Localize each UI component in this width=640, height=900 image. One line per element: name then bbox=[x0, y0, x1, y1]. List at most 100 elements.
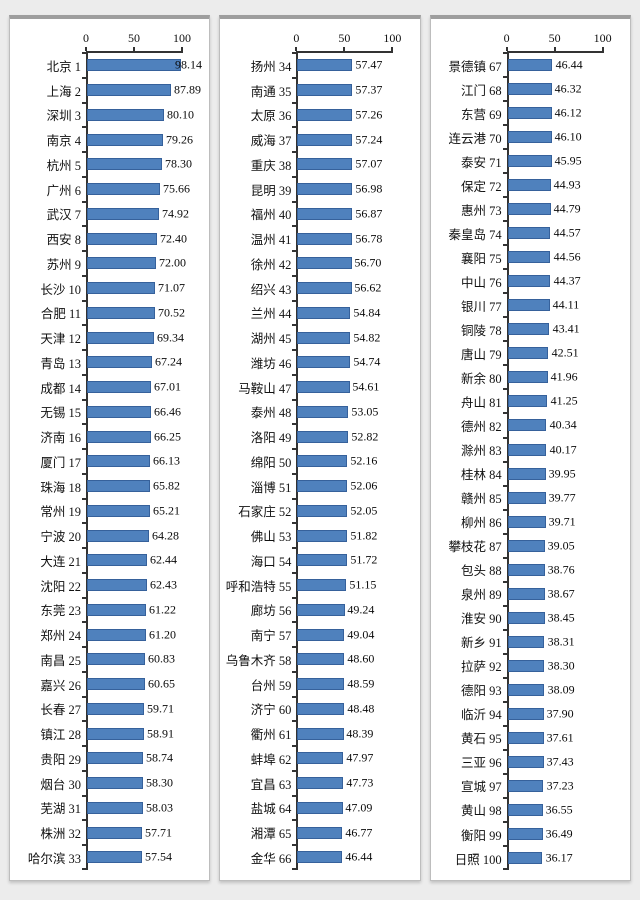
value-label: 56.87 bbox=[355, 206, 383, 221]
category-label-cell: 桂林 84 bbox=[438, 464, 507, 483]
bar-row: 大连 21 62.44 bbox=[17, 547, 202, 573]
bar-row: 日照 100 36.17 bbox=[438, 845, 623, 870]
bar-row: 三亚 96 37.43 bbox=[438, 748, 623, 774]
bar-row: 成都 14 67.01 bbox=[17, 373, 202, 400]
category-label: 泰州 48 bbox=[250, 406, 292, 421]
bar-row: 衡阳 99 36.49 bbox=[438, 820, 623, 846]
category-label: 滁州 83 bbox=[461, 444, 502, 459]
bar-row: 郑州 24 61.20 bbox=[17, 621, 202, 647]
value-label: 70.52 bbox=[158, 305, 185, 320]
category-label-cell: 太原 36 bbox=[227, 105, 296, 124]
value-label: 44.93 bbox=[553, 177, 581, 192]
axis-tick bbox=[391, 47, 394, 51]
category-label-cell: 福州 40 bbox=[227, 204, 296, 223]
category-label-cell: 廊坊 56 bbox=[227, 600, 296, 619]
bar-row: 武汉 7 74.92 bbox=[17, 200, 202, 227]
bar-plot: 46.77 bbox=[296, 820, 412, 845]
category-label: 佛山 53 bbox=[250, 530, 292, 545]
bar-row: 包头 88 38.76 bbox=[438, 556, 623, 582]
bar bbox=[297, 480, 348, 493]
bar-row: 温州 41 56.78 bbox=[227, 225, 412, 251]
bar bbox=[87, 306, 155, 319]
bar-row: 泉州 89 38.67 bbox=[438, 580, 623, 606]
category-label-cell: 湖州 45 bbox=[227, 328, 296, 347]
bar-row: 天津 12 69.34 bbox=[17, 324, 202, 350]
value-label: 80.10 bbox=[167, 107, 194, 122]
category-label-cell: 苏州 9 bbox=[17, 254, 86, 273]
category-label: 泰安 71 bbox=[461, 155, 502, 170]
category-label-cell: 拉萨 92 bbox=[438, 656, 507, 675]
bar bbox=[87, 356, 152, 369]
category-label: 三亚 96 bbox=[461, 756, 502, 771]
bar-plot: 46.10 bbox=[507, 125, 623, 149]
value-label: 65.82 bbox=[153, 478, 180, 493]
bar bbox=[507, 779, 544, 792]
value-label: 54.74 bbox=[353, 354, 381, 369]
category-label-cell: 成都 14 bbox=[17, 378, 86, 397]
bar-row: 合肥 11 70.52 bbox=[17, 299, 202, 326]
value-label: 61.20 bbox=[149, 627, 176, 642]
bar-row: 宁波 20 64.28 bbox=[17, 522, 202, 548]
value-label: 75.66 bbox=[163, 181, 190, 196]
bar-plot: 56.78 bbox=[296, 226, 412, 251]
bar-plot: 74.92 bbox=[86, 202, 202, 227]
bar-row: 唐山 79 42.51 bbox=[438, 340, 623, 365]
category-label-cell: 青岛 13 bbox=[17, 353, 86, 372]
bar-row: 重庆 38 57.07 bbox=[227, 151, 412, 177]
bar-row: 宣城 97 37.23 bbox=[438, 772, 623, 798]
category-label: 青岛 13 bbox=[40, 356, 81, 371]
bar-plot: 66.46 bbox=[86, 400, 202, 425]
bar-plot: 57.54 bbox=[86, 845, 202, 870]
bar bbox=[297, 306, 350, 319]
bar-row: 台州 59 48.59 bbox=[227, 670, 412, 697]
bar-row: 泰安 71 45.95 bbox=[438, 148, 623, 173]
bar-plot: 42.51 bbox=[507, 341, 623, 365]
axis-tick-label: 100 bbox=[173, 31, 191, 45]
bar bbox=[87, 108, 164, 121]
bar-plot: 70.52 bbox=[86, 301, 202, 326]
bar-row: 石家庄 52 52.05 bbox=[227, 497, 412, 524]
bar-row: 福州 40 56.87 bbox=[227, 200, 412, 227]
bar-plot: 49.24 bbox=[296, 598, 412, 623]
value-label: 38.45 bbox=[547, 610, 575, 625]
category-label-cell: 潍坊 46 bbox=[227, 353, 296, 372]
category-label-cell: 舟山 81 bbox=[438, 392, 507, 411]
category-label-cell: 襄阳 75 bbox=[438, 248, 507, 267]
bar-row: 舟山 81 41.25 bbox=[438, 388, 623, 413]
category-label-cell: 铜陵 78 bbox=[438, 320, 507, 339]
value-label: 48.39 bbox=[346, 726, 374, 741]
category-label: 上海 2 bbox=[46, 84, 81, 99]
bar-row: 新余 80 41.96 bbox=[438, 364, 623, 389]
bar-row: 昆明 39 56.98 bbox=[227, 175, 412, 202]
value-label: 45.95 bbox=[554, 153, 582, 168]
value-label: 72.40 bbox=[160, 231, 187, 246]
bar-plot: 48.60 bbox=[296, 647, 412, 672]
bar bbox=[507, 803, 543, 816]
category-label-cell: 武汉 7 bbox=[17, 204, 86, 223]
category-label: 德阳 93 bbox=[461, 684, 502, 699]
axis-tick-label: 0 bbox=[293, 31, 300, 45]
category-label-cell: 昆明 39 bbox=[227, 180, 296, 199]
bar-row: 拉萨 92 38.30 bbox=[438, 652, 623, 678]
bar-plot: 51.15 bbox=[296, 573, 412, 598]
category-label-cell: 扬州 34 bbox=[227, 56, 296, 75]
category-label: 东莞 23 bbox=[40, 604, 81, 619]
category-label-cell: 济宁 60 bbox=[227, 699, 296, 718]
value-label: 42.51 bbox=[551, 345, 579, 360]
value-label: 56.98 bbox=[355, 181, 383, 196]
bar bbox=[87, 603, 146, 616]
category-label-cell: 烟台 30 bbox=[17, 774, 86, 793]
category-label-cell: 长春 27 bbox=[17, 699, 86, 718]
category-label-cell: 惠州 73 bbox=[438, 200, 507, 219]
category-axis-line bbox=[506, 53, 509, 870]
category-label: 包头 88 bbox=[461, 564, 502, 579]
bar-plot: 57.47 bbox=[296, 53, 412, 78]
category-label: 呼和浩特 55 bbox=[225, 579, 292, 594]
category-label: 贵阳 29 bbox=[40, 752, 81, 767]
bar-row: 哈尔滨 33 57.54 bbox=[17, 844, 202, 870]
value-label: 52.06 bbox=[350, 478, 378, 493]
value-label: 58.91 bbox=[147, 726, 174, 741]
category-label-cell: 包头 88 bbox=[438, 560, 507, 579]
bar bbox=[297, 455, 348, 468]
bar bbox=[87, 405, 151, 418]
